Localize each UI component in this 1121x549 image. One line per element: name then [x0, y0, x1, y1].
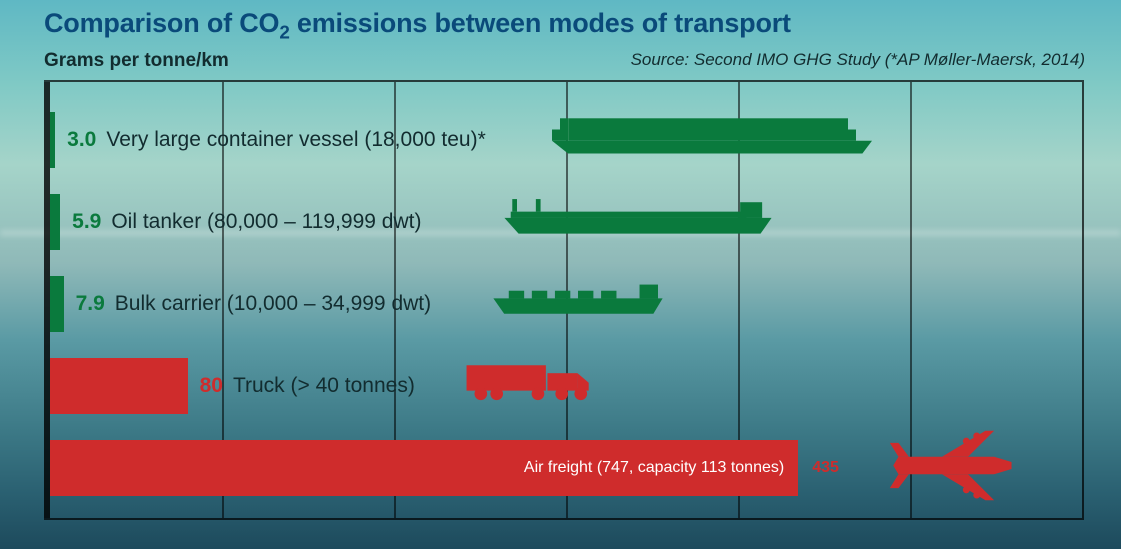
- title-sub: 2: [279, 22, 289, 43]
- bar: [50, 194, 60, 250]
- tanker-icon: [468, 198, 808, 247]
- row-label: Very large container vessel (18,000 teu)…: [106, 128, 485, 151]
- data-row: 80 Truck (> 40 tonnes): [50, 358, 1082, 414]
- row-label-line: 3.0 Very large container vessel (18,000 t…: [67, 128, 486, 152]
- row-value: 5.9: [72, 210, 101, 233]
- chart-title: Comparison of CO2 emissions between mode…: [44, 8, 791, 44]
- data-row: 7.9 Bulk carrier (10,000 – 34,999 dwt): [50, 276, 1082, 332]
- row-label: Truck (> 40 tonnes): [233, 374, 415, 397]
- row-label-line: 7.9 Bulk carrier (10,000 – 34,999 dwt): [76, 292, 432, 316]
- bar: [50, 112, 55, 168]
- data-row: 3.0 Very large container vessel (18,000 t…: [50, 112, 1082, 168]
- container-ship-icon: [512, 114, 912, 167]
- row-value: 3.0: [67, 128, 96, 151]
- title-suffix: emissions between modes of transport: [290, 8, 791, 38]
- source-attribution: Source: Second IMO GHG Study (*AP Møller…: [631, 50, 1085, 70]
- airplane-icon: [880, 426, 1030, 511]
- truck-icon: [450, 361, 610, 412]
- title-prefix: Comparison of CO: [44, 8, 279, 38]
- row-label-line: 80 Truck (> 40 tonnes): [200, 374, 415, 398]
- bar: [50, 358, 188, 414]
- row-label-line: 5.9 Oil tanker (80,000 – 119,999 dwt): [72, 210, 421, 234]
- bulk-carrier-icon: [468, 282, 688, 327]
- chart-plot-area: 3.0 Very large container vessel (18,000 t…: [44, 80, 1084, 520]
- row-label: Air freight (747, capacity 113 tonnes): [524, 459, 784, 477]
- data-row: Air freight (747, capacity 113 tonnes) 43…: [50, 440, 1082, 496]
- row-label: Oil tanker (80,000 – 119,999 dwt): [111, 210, 421, 233]
- bar: [50, 276, 64, 332]
- row-value: 80: [200, 374, 223, 397]
- y-axis-label: Grams per tonne/km: [44, 50, 229, 72]
- data-row: 5.9 Oil tanker (80,000 – 119,999 dwt): [50, 194, 1082, 250]
- row-value: 7.9: [76, 292, 105, 315]
- row-label: Bulk carrier (10,000 – 34,999 dwt): [115, 292, 431, 315]
- row-value: 435: [812, 459, 839, 477]
